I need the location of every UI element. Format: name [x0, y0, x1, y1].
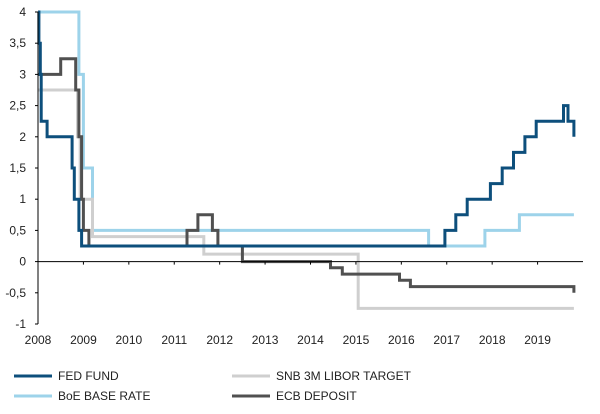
x-tick-label: 2012 — [206, 333, 233, 347]
legend-label-boe-base-rate: BoE BASE RATE — [58, 389, 150, 403]
legend-label-fed-fund: FED FUND — [58, 369, 119, 383]
x-tick-label: 2014 — [297, 333, 324, 347]
tick-labels: 4 3,5 3 2,5 2 1,5 1 0,5 0 -0,5 -1 2008 2009 2010 2011 2… — [5, 5, 551, 347]
y-tick-label: 1 — [19, 192, 26, 206]
x-tick-label: 2010 — [115, 333, 142, 347]
series-line-snb-3m-libor-target — [38, 88, 574, 310]
x-tick-label: 2013 — [252, 333, 279, 347]
y-tick-label: 0,5 — [9, 223, 26, 237]
x-tick-label: 2009 — [70, 333, 97, 347]
x-tick-label: 2017 — [433, 333, 460, 347]
y-tick-label: 3,5 — [9, 36, 26, 50]
legend-label-snb-3m-libor-target: SNB 3M LIBOR TARGET — [276, 369, 412, 383]
series-line-fed-fund — [37, 10, 576, 248]
x-tick-label: 2008 — [25, 333, 52, 347]
y-tick-label: 2,5 — [9, 99, 26, 113]
series-layer — [37, 10, 576, 310]
y-tick-label: 3 — [19, 67, 26, 81]
y-tick-label: 2 — [19, 130, 26, 144]
legend-label-ecb-deposit: ECB DEPOSIT — [276, 389, 357, 403]
x-tick-label: 2016 — [388, 333, 415, 347]
y-tick-label: -0,5 — [5, 286, 26, 300]
axes-layer — [35, 11, 583, 325]
x-tick-label: 2018 — [479, 333, 506, 347]
series-line-boe-base-rate — [38, 10, 574, 248]
x-tick-label: 2011 — [161, 333, 187, 347]
x-tick-label: 2015 — [343, 333, 370, 347]
y-tick-label: 0 — [19, 255, 26, 269]
x-tick-label: 2019 — [524, 333, 551, 347]
y-tick-label: 4 — [19, 5, 26, 19]
legend: FED FUND SNB 3M LIBOR TARGET BoE BASE RATE… — [14, 369, 412, 403]
y-tick-label: -1 — [15, 317, 26, 331]
series-line-ecb-deposit — [38, 57, 576, 293]
y-tick-label: 1,5 — [9, 161, 26, 175]
